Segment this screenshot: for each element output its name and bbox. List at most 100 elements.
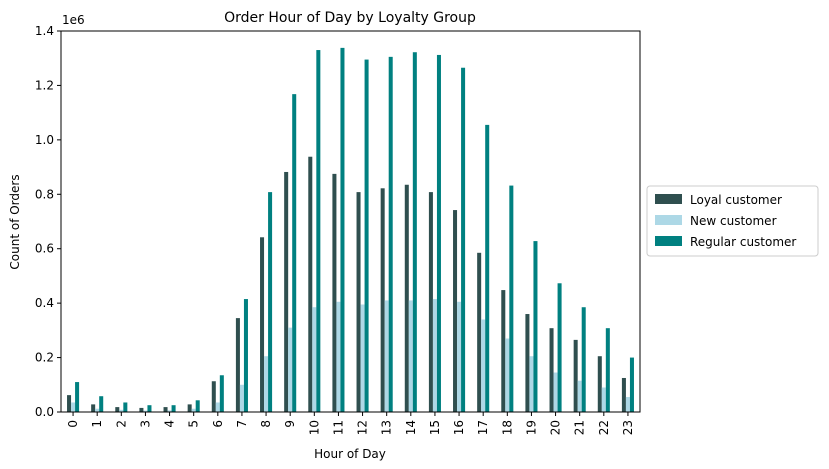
bar-regular-customer-hour-15 bbox=[436, 54, 441, 412]
x-tick-label: 10 bbox=[307, 420, 321, 435]
bar-loyal-customer-hour-12 bbox=[356, 192, 361, 412]
x-tick-label: 21 bbox=[573, 420, 587, 435]
bar-new-customer-hour-6 bbox=[215, 402, 220, 412]
x-tick-label: 5 bbox=[187, 420, 201, 428]
bar-regular-customer-hour-4 bbox=[171, 405, 176, 412]
bar-regular-customer-hour-10 bbox=[316, 50, 321, 413]
x-tick-label: 19 bbox=[524, 420, 538, 435]
y-tick-label: 0.6 bbox=[35, 242, 54, 256]
bar-loyal-customer-hour-1 bbox=[91, 404, 96, 412]
y-axis-label: Count of Orders bbox=[8, 174, 22, 269]
legend-label: Loyal customer bbox=[690, 193, 782, 207]
y-tick-label: 0.2 bbox=[35, 351, 54, 365]
bar-regular-customer-hour-12 bbox=[364, 59, 369, 412]
x-tick-label: 23 bbox=[621, 420, 635, 435]
y-tick-label: 1.2 bbox=[35, 78, 54, 92]
bar-new-customer-hour-17 bbox=[481, 319, 486, 412]
bar-loyal-customer-hour-15 bbox=[428, 192, 433, 412]
x-ticks-group: 0 1 2 3 4 5 6 7 8 9 10 11 12 13 14 15 16 17 18 19 20 21 22 23 bbox=[66, 412, 635, 435]
y-tick-label: 0.4 bbox=[35, 296, 54, 310]
y-tick-label: 0.0 bbox=[35, 405, 54, 419]
bar-regular-customer-hour-17 bbox=[485, 124, 490, 412]
x-tick-label: 16 bbox=[452, 420, 466, 435]
bar-loyal-customer-hour-23 bbox=[621, 377, 626, 412]
bar-loyal-customer-hour-19 bbox=[525, 314, 530, 412]
bar-new-customer-hour-4 bbox=[167, 410, 172, 412]
bar-regular-customer-hour-1 bbox=[99, 396, 104, 412]
bar-new-customer-hour-16 bbox=[457, 301, 462, 412]
x-tick-label: 1 bbox=[90, 420, 104, 428]
legend-swatch bbox=[655, 194, 682, 204]
bar-loyal-customer-hour-3 bbox=[139, 407, 144, 412]
chart-title: Order Hour of Day by Loyalty Group bbox=[224, 10, 476, 26]
bar-new-customer-hour-13 bbox=[384, 300, 389, 412]
x-tick-label: 20 bbox=[549, 420, 563, 435]
bar-loyal-customer-hour-2 bbox=[115, 407, 120, 412]
bar-regular-customer-hour-16 bbox=[461, 67, 466, 412]
bar-new-customer-hour-7 bbox=[239, 384, 244, 412]
bar-regular-customer-hour-11 bbox=[340, 47, 345, 412]
bar-new-customer-hour-15 bbox=[432, 299, 437, 412]
y-tick-label: 1.4 bbox=[35, 24, 54, 38]
x-tick-label: 18 bbox=[500, 420, 514, 435]
bar-regular-customer-hour-22 bbox=[605, 328, 610, 412]
bar-new-customer-hour-14 bbox=[408, 300, 413, 412]
bar-regular-customer-hour-5 bbox=[195, 400, 200, 412]
bar-new-customer-hour-19 bbox=[529, 356, 534, 412]
bar-new-customer-hour-18 bbox=[505, 338, 510, 412]
bar-regular-customer-hour-18 bbox=[509, 185, 514, 412]
x-tick-label: 6 bbox=[211, 420, 225, 428]
bar-regular-customer-hour-14 bbox=[412, 52, 417, 412]
legend-label: Regular customer bbox=[690, 235, 796, 249]
y-ticks-group: 0.0 0.2 0.4 0.6 0.8 1.0 1.2 1.4 bbox=[35, 24, 61, 419]
bar-regular-customer-hour-0 bbox=[75, 382, 80, 412]
bar-loyal-customer-hour-11 bbox=[332, 173, 337, 412]
bar-regular-customer-hour-3 bbox=[147, 405, 152, 412]
plot-frame bbox=[60, 30, 641, 413]
bar-regular-customer-hour-19 bbox=[533, 241, 538, 412]
x-tick-label: 2 bbox=[114, 420, 128, 428]
bar-loyal-customer-hour-21 bbox=[573, 339, 578, 412]
bar-regular-customer-hour-23 bbox=[629, 357, 634, 412]
bar-new-customer-hour-5 bbox=[191, 408, 196, 412]
bar-loyal-customer-hour-8 bbox=[260, 237, 265, 412]
bar-new-customer-hour-3 bbox=[143, 410, 148, 412]
x-tick-label: 11 bbox=[331, 420, 345, 435]
bar-loyal-customer-hour-10 bbox=[308, 156, 313, 412]
bar-regular-customer-hour-21 bbox=[581, 307, 586, 412]
bar-regular-customer-hour-2 bbox=[123, 402, 128, 412]
y-tick-label: 1.0 bbox=[35, 133, 54, 147]
bar-regular-customer-hour-9 bbox=[292, 94, 297, 412]
x-tick-label: 9 bbox=[283, 420, 297, 428]
legend-swatch bbox=[655, 215, 682, 225]
x-tick-label: 8 bbox=[259, 420, 273, 428]
x-tick-label: 0 bbox=[66, 420, 80, 428]
bar-loyal-customer-hour-13 bbox=[380, 188, 385, 412]
bar-loyal-customer-hour-0 bbox=[67, 395, 72, 412]
bar-new-customer-hour-2 bbox=[119, 409, 124, 412]
x-tick-label: 7 bbox=[235, 420, 249, 428]
bar-loyal-customer-hour-7 bbox=[235, 318, 240, 412]
bar-new-customer-hour-22 bbox=[601, 387, 606, 412]
legend: Loyal customer New customer Regular custom… bbox=[646, 185, 819, 257]
bar-loyal-customer-hour-22 bbox=[597, 356, 602, 412]
bar-new-customer-hour-9 bbox=[288, 327, 293, 412]
legend-label: New customer bbox=[690, 214, 777, 228]
bar-new-customer-hour-20 bbox=[553, 372, 558, 412]
bar-regular-customer-hour-20 bbox=[557, 283, 562, 412]
legend-swatch bbox=[655, 236, 682, 246]
x-tick-label: 12 bbox=[356, 420, 370, 435]
x-tick-label: 14 bbox=[404, 420, 418, 435]
x-tick-label: 4 bbox=[163, 420, 177, 428]
bar-new-customer-hour-21 bbox=[577, 380, 582, 412]
bar-new-customer-hour-1 bbox=[95, 408, 100, 412]
x-axis-label: Hour of Day bbox=[314, 447, 386, 461]
bars-group bbox=[67, 47, 634, 413]
bar-new-customer-hour-12 bbox=[360, 304, 365, 412]
bar-new-customer-hour-0 bbox=[71, 402, 76, 412]
bar-loyal-customer-hour-20 bbox=[549, 328, 554, 412]
bar-regular-customer-hour-7 bbox=[243, 299, 248, 412]
legend-frame bbox=[646, 185, 819, 257]
x-tick-label: 17 bbox=[476, 420, 490, 435]
